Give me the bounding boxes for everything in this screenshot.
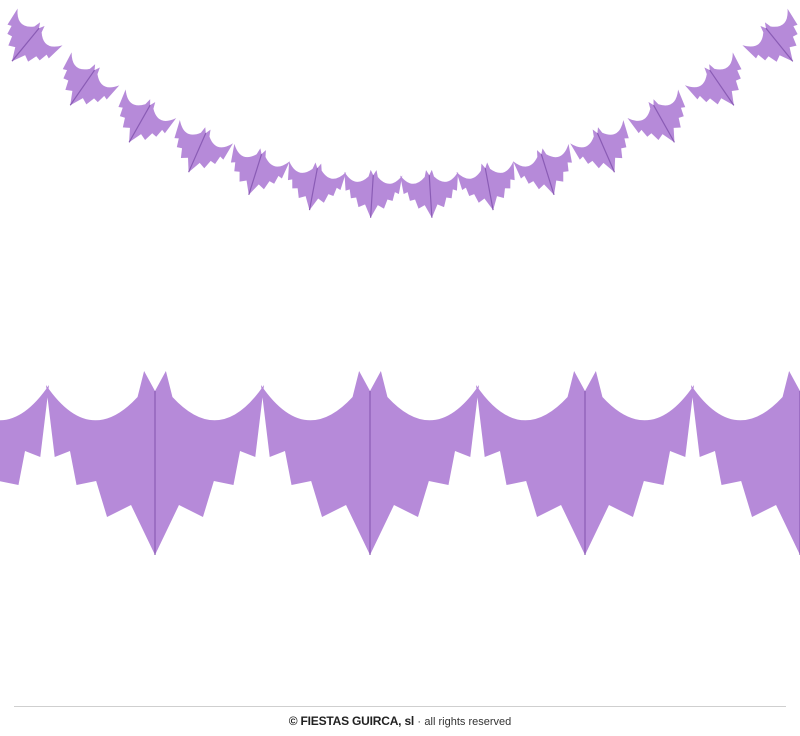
brand-name: © FIESTAS GUIRCA, sl: [288, 714, 415, 728]
large-bat: [261, 371, 479, 555]
large-bat: [691, 371, 800, 555]
small-bat: [512, 141, 582, 204]
small-bat: [342, 168, 403, 219]
small-bat: [683, 50, 758, 122]
small-bat: [46, 49, 121, 121]
small-bat: [626, 86, 700, 156]
large-bat: [46, 371, 264, 555]
small-bat: [456, 158, 522, 216]
small-bat: [400, 168, 461, 219]
copyright-footer: © FIESTAS GUIRCA, sl · all rights reserv…: [0, 714, 800, 728]
separator: ·: [417, 716, 422, 728]
small-bat: [221, 141, 291, 204]
large-bat-garland: [0, 371, 800, 555]
rights-text: all rights reserved: [424, 716, 512, 728]
small-bat: [740, 6, 800, 80]
large-bat: [0, 371, 49, 555]
small-bat-garland: [0, 6, 800, 220]
small-bat: [162, 117, 234, 184]
small-bat: [569, 117, 641, 184]
footer-divider: [14, 706, 786, 707]
large-bat: [476, 371, 694, 555]
small-bat: [0, 6, 65, 80]
small-bat: [104, 86, 178, 156]
small-bat: [281, 158, 347, 216]
